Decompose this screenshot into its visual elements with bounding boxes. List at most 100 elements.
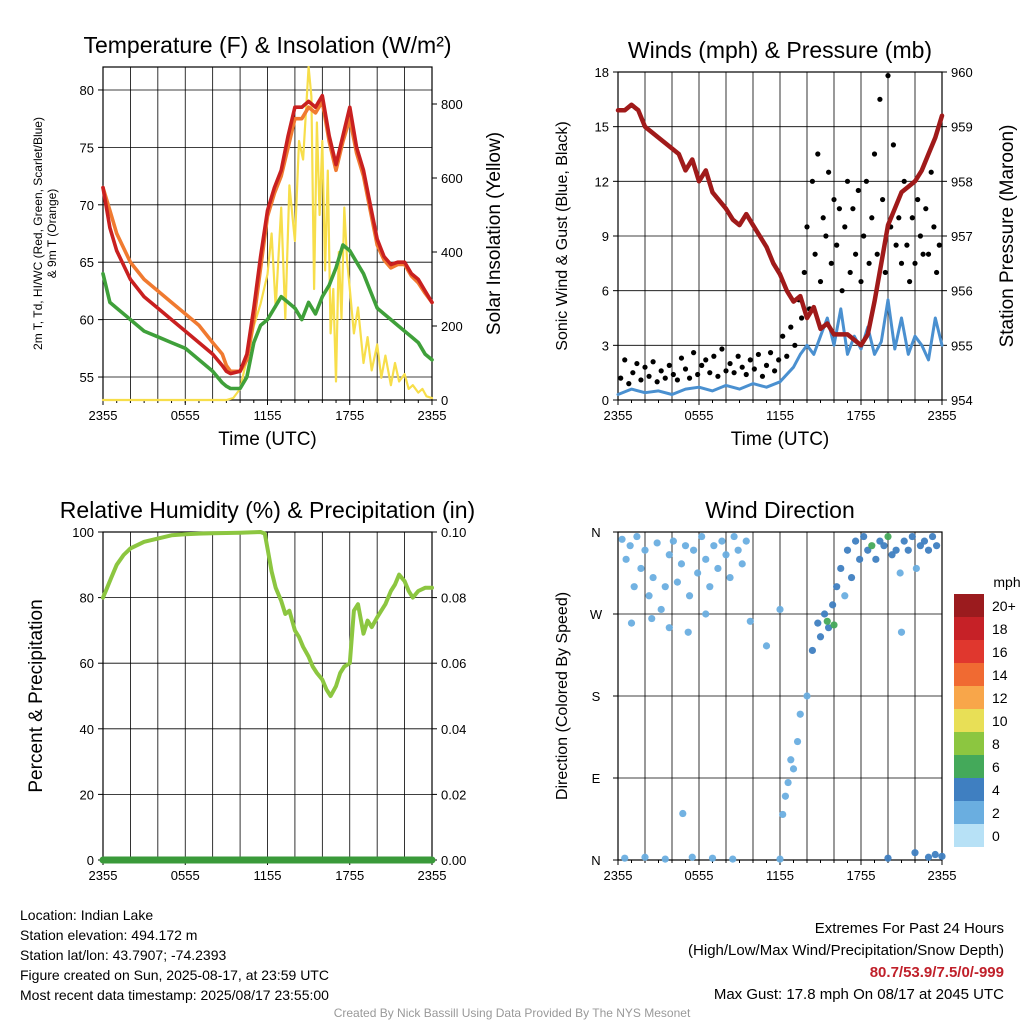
gust-point — [863, 178, 870, 184]
direction-point — [837, 564, 845, 573]
direction-point — [833, 583, 841, 591]
series-line-9m-t — [101, 99, 434, 374]
direction-point — [649, 573, 657, 582]
extremes-info: Extremes For Past 24 Hours (High/Low/Max… — [688, 918, 1004, 1006]
y2-tick-label: 0.00 — [441, 853, 466, 868]
gust-point — [907, 278, 913, 285]
gust-point — [719, 346, 725, 352]
direction-point — [803, 692, 811, 700]
x-tick-label: 1755 — [847, 868, 876, 883]
direction-point — [829, 601, 837, 609]
gust-point — [915, 196, 921, 203]
gust-point — [792, 342, 798, 348]
y-tick-label: 0 — [602, 393, 609, 408]
y-axis-label: 2m T, Td, HI/WC (Red, Green, Scarlet/Blu… — [31, 117, 45, 350]
legend-swatch — [954, 755, 984, 778]
direction-point — [710, 542, 718, 550]
chart-panel-2: 2355 0555 1155 1755 2355 Winds (mph) & Pressu… — [554, 37, 1018, 450]
chart-title: Relative Humidity (%) & Precipitation (i… — [60, 497, 475, 523]
gust-point — [815, 151, 821, 157]
gust-point — [695, 371, 701, 378]
gust-point — [699, 362, 705, 368]
gust-point — [877, 96, 883, 102]
y2-tick-label: 0.10 — [441, 525, 466, 540]
legend-label: 20+ — [992, 598, 1016, 614]
direction-point — [637, 564, 645, 573]
legend-swatch — [954, 640, 984, 663]
gust-point — [767, 350, 774, 356]
x-tick-label: 0555 — [171, 408, 200, 423]
direction-point — [847, 573, 856, 582]
direction-point — [924, 546, 933, 554]
gust-point — [931, 224, 937, 230]
direction-point — [679, 809, 687, 818]
gust-point — [898, 260, 905, 266]
direction-point — [618, 535, 626, 543]
direction-point — [685, 592, 694, 600]
direction-point — [843, 546, 852, 554]
y-tick-label: 60 — [80, 313, 94, 328]
max-gust: Max Gust: 17.8 mph On 08/17 at 2045 UTC — [713, 986, 1004, 1003]
gust-point — [739, 364, 745, 370]
gust-point — [936, 242, 942, 248]
x-tick-label: 1755 — [335, 408, 364, 423]
direction-point — [904, 546, 912, 554]
gust-point — [626, 381, 632, 387]
x-axis-label: Time (UTC) — [218, 429, 317, 450]
y-tick-label: 12 — [595, 174, 609, 189]
gust-point — [850, 206, 856, 212]
extremes-heading: Extremes For Past 24 Hours — [814, 920, 1004, 937]
gust-point — [842, 224, 848, 230]
y-tick-label: E — [592, 771, 601, 786]
gust-point — [658, 368, 664, 374]
gust-point — [934, 269, 940, 276]
direction-point — [852, 537, 860, 545]
legend-swatch — [954, 801, 984, 824]
direction-point — [714, 564, 722, 573]
legend-label: 8 — [992, 736, 1000, 752]
gust-point — [784, 353, 790, 359]
direction-point — [702, 610, 710, 618]
gust-point — [866, 260, 872, 266]
legend-label: 16 — [992, 644, 1008, 660]
legend-label: 12 — [992, 690, 1008, 706]
y-tick-label: 18 — [595, 65, 609, 80]
station-latlon: Station lat/lon: 43.7907; -74.2393 — [20, 947, 227, 963]
figure-created: Figure created on Sun, 2025-08-17, at 23… — [20, 967, 329, 983]
y2-tick-label: 960 — [951, 65, 973, 80]
gust-point — [670, 371, 676, 378]
gust-point — [755, 351, 762, 358]
direction-point — [892, 546, 900, 554]
gust-point — [909, 215, 915, 221]
data-timestamp: Most recent data timestamp: 2025/08/17 2… — [20, 987, 329, 1003]
legend-label: 10 — [992, 713, 1008, 729]
gust-point — [917, 233, 924, 239]
series-line-rh — [101, 530, 434, 698]
y-tick-label: S — [592, 689, 601, 704]
direction-point — [820, 610, 829, 618]
direction-point — [645, 592, 653, 600]
direction-point — [690, 546, 698, 554]
direction-point — [938, 852, 946, 860]
direction-point — [789, 765, 798, 773]
y-tick-label: 9 — [602, 229, 609, 244]
x-tick-label: 1155 — [254, 868, 282, 883]
gust-point — [622, 357, 628, 363]
direction-point — [912, 564, 920, 573]
series-line-td — [101, 243, 434, 391]
gust-point — [826, 169, 832, 175]
direction-point — [911, 849, 919, 857]
direction-point — [641, 546, 649, 554]
gust-point — [831, 196, 837, 203]
direction-point — [787, 756, 795, 764]
direction-point — [856, 555, 864, 563]
direction-point — [816, 633, 825, 641]
direction-point — [924, 853, 933, 861]
x-tick-label: 2355 — [418, 868, 447, 883]
chart-title: Wind Direction — [705, 497, 855, 523]
direction-point — [808, 646, 817, 655]
gust-point — [674, 377, 681, 383]
direction-point — [684, 628, 692, 636]
gust-point — [817, 278, 824, 285]
series-line-pressure — [615, 102, 945, 348]
